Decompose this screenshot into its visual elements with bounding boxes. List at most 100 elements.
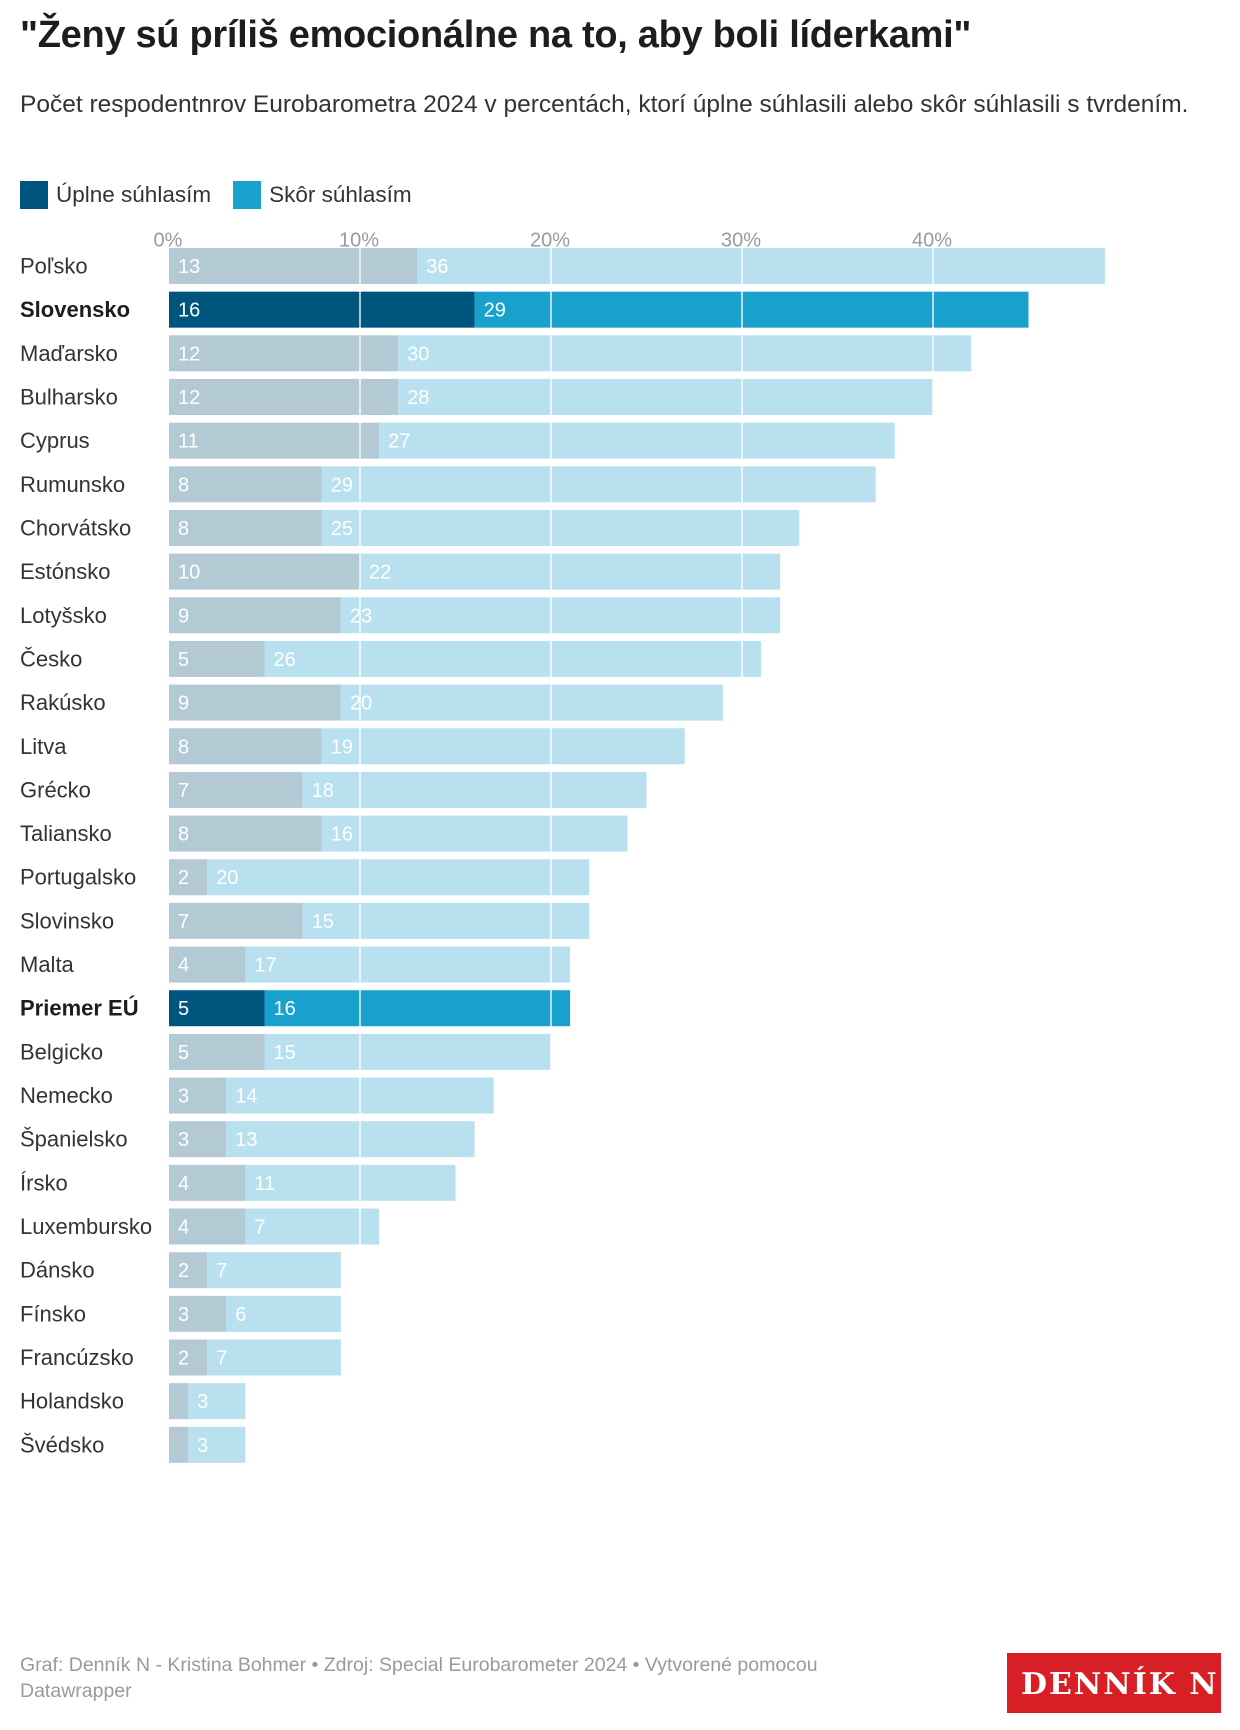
bar-rather-agree-belgicko [264,1033,551,1070]
data-label-full-agree: 16 [178,300,200,322]
data-label-rather-agree: 16 [331,824,353,846]
chart-title: "Ženy sú príliš emocionálne na to, aby b… [20,14,972,56]
data-label-full-agree: 7 [178,911,189,933]
category-label-polsko: Poľsko [20,254,88,279]
category-label-taliansko: Taliansko [20,821,112,846]
category-label-francuzsko: Francúzsko [20,1345,134,1370]
bar-full-agree-litva [169,728,322,765]
category-label-rakusko: Rakúsko [20,690,106,715]
data-label-rather-agree: 13 [235,1129,257,1151]
bar-rather-agree-estonsko [360,553,781,590]
data-label-full-agree: 9 [178,693,189,715]
x-tick-label: 40% [912,230,952,252]
bar-full-agree-slovensko [169,291,475,328]
data-label-full-agree: 11 [178,431,199,453]
legend-item-rather-agree: Skôr súhlasím [233,181,412,209]
data-label-rather-agree: 7 [216,1260,227,1282]
bar-full-agree-portugalsko [169,859,208,896]
legend-swatch-full-agree [20,181,48,209]
data-label-rather-agree: 25 [331,518,353,540]
data-label-full-agree: 8 [178,518,189,540]
data-label-full-agree: 7 [178,780,189,802]
legend-swatch-rather-agree [233,181,262,209]
gridlines [359,246,934,1465]
bar-full-agree-chorvatsko [169,509,322,546]
bar-full-agree-irsko [169,1164,246,1201]
data-label-rather-agree: 23 [350,605,372,627]
data-label-rather-agree: 7 [254,1217,265,1239]
bar-full-agree-bulharsko [169,378,399,415]
data-label-rather-agree: 16 [274,998,296,1020]
bar-rather-agree-taliansko [321,815,628,852]
bar-rather-agree-finsko [226,1295,341,1332]
bar-full-agree-cesko [169,640,265,677]
data-label-rather-agree: 29 [331,474,353,496]
x-tick-label: 30% [721,230,761,252]
category-label-bulharsko: Bulharsko [20,384,118,409]
bar-rather-agree-slovensko [474,291,1029,328]
data-label-full-agree: 8 [178,474,189,496]
data-label-rather-agree: 17 [254,955,276,977]
data-label-full-agree: 4 [178,1173,189,1195]
category-label-lotyssko: Lotyšsko [20,603,107,628]
data-label-full-agree: 5 [178,1042,189,1064]
data-label-full-agree: 12 [178,387,200,409]
bar-rather-agree-cyprus [379,422,895,459]
bar-full-agree-finsko [169,1295,227,1332]
data-label-rather-agree: 22 [369,562,391,584]
bar-rather-agree-cesko [264,640,762,677]
category-label-malta: Malta [20,952,75,977]
bar-rather-agree-polsko [417,248,1105,284]
category-label-portugalsko: Portugalsko [20,865,136,890]
bar-full-agree-slovinsko [169,902,303,939]
bar-rather-agree-irsko [245,1164,456,1201]
data-label-rather-agree: 15 [274,1042,296,1064]
x-tick-label: 10% [339,230,379,252]
data-label-full-agree: 8 [178,824,189,846]
data-label-full-agree: 2 [178,1260,189,1282]
bar-rather-agree-dansko [207,1252,341,1289]
category-label-spanielsko: Španielsko [20,1127,128,1152]
data-label-rather-agree: 26 [274,649,296,671]
bar-rather-agree-malta [245,946,571,983]
bar-rather-agree-rumunsko [321,466,876,503]
bar-full-agree-madarsko [169,335,399,372]
bar-full-agree-belgicko [169,1033,265,1070]
bar-full-agree-priemer-eu [169,990,265,1027]
bar-full-agree-rakusko [169,684,341,721]
bar-full-agree-cyprus [169,422,380,459]
data-label-rather-agree: 29 [484,300,506,322]
data-label-rather-agree: 6 [235,1304,246,1326]
bar-rather-agree-priemer-eu [264,990,571,1027]
x-tick-label: 20% [530,230,570,252]
data-label-full-agree: 4 [178,1217,189,1239]
bar-full-agree-rumunsko [169,466,322,503]
bar-rather-agree-bulharsko [398,378,933,415]
bar-rather-agree-portugalsko [207,859,590,896]
category-label-rumunsko: Rumunsko [20,472,125,497]
data-label-rather-agree: 18 [312,780,334,802]
category-label-priemer-eu: Priemer EÚ [20,996,139,1021]
category-label-estonsko: Estónsko [20,559,111,584]
category-label-chorvatsko: Chorvátsko [20,515,131,540]
bar-full-agree-spanielsko [169,1121,227,1158]
data-label-rather-agree: 3 [197,1391,208,1413]
bar-full-agree-svedsko [169,1426,189,1463]
data-label-full-agree: 10 [178,562,200,584]
data-label-full-agree: 3 [178,1304,189,1326]
data-label-full-agree: 13 [178,256,200,278]
x-tick-label: 0% [154,230,183,252]
data-label-rather-agree: 28 [407,387,429,409]
bar-full-agree-polsko [169,248,418,284]
category-label-slovensko: Slovensko [20,297,130,322]
bar-full-agree-malta [169,946,246,983]
bar-full-agree-nemecko [169,1077,227,1114]
category-label-cesko: Česko [20,646,82,671]
data-label-full-agree: 5 [178,649,189,671]
x-axis-ticks: 0% 10% 20% 30% 40% [154,230,953,252]
category-label-belgicko: Belgicko [20,1039,103,1064]
data-label-rather-agree: 36 [426,256,448,278]
category-label-luxembursko: Luxembursko [20,1214,152,1239]
legend: Úplne súhlasím Skôr súhlasím [20,181,434,209]
